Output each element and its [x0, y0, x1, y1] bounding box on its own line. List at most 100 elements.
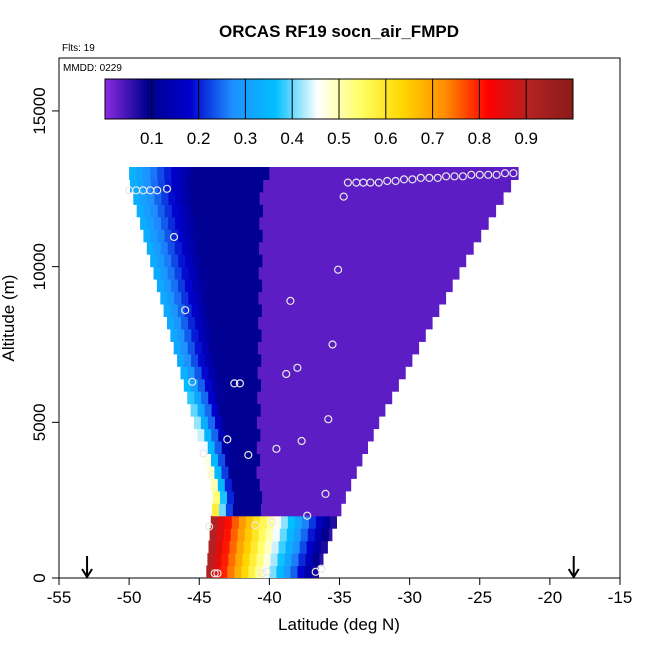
heatmap-cell: [137, 179, 145, 193]
heatmap-cell: [219, 328, 227, 342]
heatmap-cell: [326, 204, 334, 218]
heatmap-cell: [305, 553, 314, 567]
heatmap-cell: [297, 490, 305, 504]
heatmap-cell: [293, 316, 301, 330]
heatmap-cell: [311, 254, 319, 268]
heatmap-cell: [218, 428, 226, 442]
heatmap-cell: [284, 179, 292, 193]
heatmap-cell: [263, 441, 272, 454]
data-layer: [125, 167, 519, 578]
heatmap-cell: [409, 167, 418, 180]
heatmap-cell: [314, 291, 322, 305]
sample-point: [408, 175, 417, 184]
heatmap-cell: [355, 366, 364, 380]
heatmap-cell: [287, 478, 296, 492]
heatmap-cell: [185, 254, 193, 268]
heatmap-cell: [291, 204, 299, 218]
heatmap-cell: [157, 204, 166, 218]
heatmap-cell: [339, 279, 347, 293]
heatmap-cell: [266, 191, 275, 205]
heatmap-cell: [364, 191, 373, 205]
heatmap-cell: [356, 291, 365, 305]
heatmap-cell: [327, 416, 335, 430]
heatmap-cell: [262, 167, 270, 180]
heatmap-cell: [239, 453, 247, 467]
heatmap-cell: [413, 241, 421, 255]
heatmap-cell: [187, 366, 195, 380]
heatmap-cell: [252, 241, 260, 255]
heatmap-cell: [311, 229, 320, 243]
heatmap-cell: [437, 167, 446, 180]
heatmap-cell: [294, 515, 303, 529]
heatmap-cell: [311, 565, 319, 578]
heatmap-cell: [258, 316, 266, 330]
heatmap-cell: [184, 328, 192, 342]
heatmap-cell: [317, 304, 326, 317]
heatmap-cell: [392, 266, 400, 280]
heatmap-cell: [395, 279, 403, 293]
heatmap-cell: [209, 266, 218, 280]
heatmap-cell: [445, 204, 453, 218]
heatmap-cell: [254, 328, 262, 342]
heatmap-cell: [231, 191, 239, 205]
heatmap-cell: [367, 254, 376, 268]
heatmap-cell: [230, 528, 239, 542]
heatmap-cell: [391, 316, 399, 330]
heatmap-cell: [333, 179, 341, 193]
heatmap-cell: [204, 378, 213, 392]
heatmap-cell: [207, 416, 216, 430]
heatmap-cell: [349, 316, 357, 330]
heatmap-cell: [325, 167, 333, 180]
heatmap-cell: [133, 191, 141, 205]
heatmap-cell: [140, 191, 148, 205]
heatmap-cell: [217, 216, 225, 230]
heatmap-cell: [277, 553, 285, 567]
heatmap-cell: [252, 191, 260, 205]
heatmap-cell: [304, 490, 312, 504]
sample-point: [230, 379, 239, 388]
heatmap-cell: [220, 490, 228, 504]
heatmap-cell: [307, 528, 316, 542]
colorbar-tick-label: 0.4: [280, 129, 304, 148]
heatmap-cell: [261, 328, 269, 342]
heatmap-cell: [343, 191, 352, 205]
heatmap-cell: [437, 304, 440, 317]
heatmap-cell: [250, 540, 259, 554]
heatmap-cell: [399, 191, 408, 205]
heatmap-cell: [333, 204, 341, 218]
heatmap-cell: [212, 328, 220, 342]
heatmap-cell: [284, 204, 292, 218]
heatmap-cell: [363, 341, 371, 355]
heatmap-cell: [392, 241, 400, 255]
heatmap-cell: [188, 316, 196, 330]
heatmap-cell: [250, 366, 259, 380]
heatmap-cell: [385, 191, 394, 205]
heatmap-cell: [199, 279, 207, 293]
heatmap-cell: [327, 366, 336, 380]
heatmap-cell: [334, 391, 342, 405]
heatmap-cell: [466, 179, 475, 193]
heatmap-cell: [164, 167, 172, 180]
sample-point: [366, 178, 375, 187]
heatmap-cell: [213, 279, 221, 293]
heatmap-cell: [245, 216, 253, 230]
heatmap-cell: [248, 490, 256, 504]
heatmap-cell: [462, 191, 471, 205]
heatmap-cell: [181, 241, 190, 255]
heatmap-cell: [308, 216, 316, 230]
heatmap-cell: [273, 241, 281, 255]
heatmap-cell: [147, 216, 155, 230]
heatmap-cell: [322, 191, 331, 205]
heatmap-cell: [332, 490, 340, 504]
heatmap-cell: [417, 204, 425, 218]
heatmap-cell: [200, 179, 208, 193]
heatmap-cell: [289, 378, 297, 392]
heatmap-cell: [349, 266, 358, 280]
heatmap-cell: [395, 167, 404, 180]
heatmap-cell: [311, 490, 319, 504]
heatmap-cell: [338, 503, 342, 517]
heatmap-cell: [423, 167, 432, 180]
heatmap-cell: [217, 515, 226, 529]
heatmap-cell: [362, 366, 371, 380]
heatmap-cell: [312, 179, 320, 193]
